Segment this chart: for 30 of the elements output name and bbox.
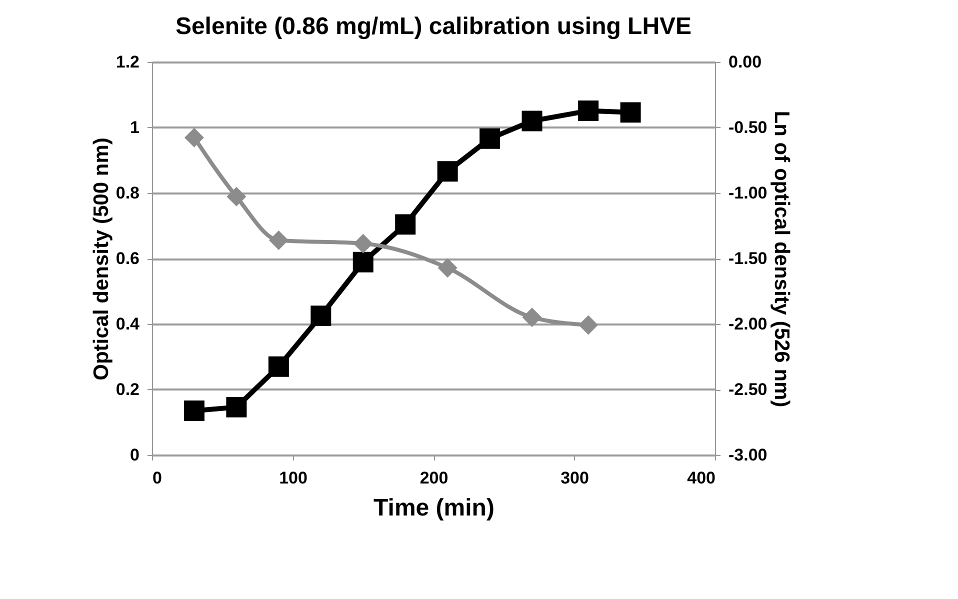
y-tick-label: 0.4 [116, 314, 140, 334]
x-axis-title: Time (min) [374, 494, 494, 522]
y-tick-label: 0 [130, 446, 140, 464]
y-tick-label: 0.6 [116, 249, 140, 268]
y2-tick-label: -0.50 [728, 118, 768, 137]
point [226, 186, 246, 206]
y-tick-label: 0.2 [116, 380, 140, 399]
y2-tick-label: -2.50 [728, 380, 768, 399]
y2-axis-title: Ln of optical density (526 nm) [770, 110, 794, 408]
y-axis-title: Optical density (500 nm) [90, 138, 113, 380]
y-tick-label: 0.8 [116, 184, 140, 202]
point [268, 230, 288, 250]
point [578, 315, 598, 335]
y2-tick-label: -1.50 [728, 249, 768, 268]
point [438, 258, 458, 278]
x-tick-label: 0 [152, 468, 162, 488]
y2-tick-label: -2.00 [728, 314, 768, 334]
x-tick-label: 200 [420, 468, 448, 488]
point [184, 128, 204, 148]
y-tick-label: 1.2 [116, 52, 140, 72]
point [353, 234, 373, 254]
y-tick-label: 1 [130, 118, 140, 137]
x-tick-label: 100 [279, 468, 308, 488]
y2-tick-label: -1.00 [728, 184, 768, 202]
y2-tick-label: -3.00 [728, 446, 768, 464]
x-tick-label: 400 [687, 468, 716, 488]
chart-title: Selenite (0.86 mg/mL) calibration using LHVE [175, 13, 692, 40]
x-tick-label: 300 [560, 468, 589, 488]
y2-tick-label: 0.00 [728, 52, 762, 72]
point [522, 308, 542, 328]
